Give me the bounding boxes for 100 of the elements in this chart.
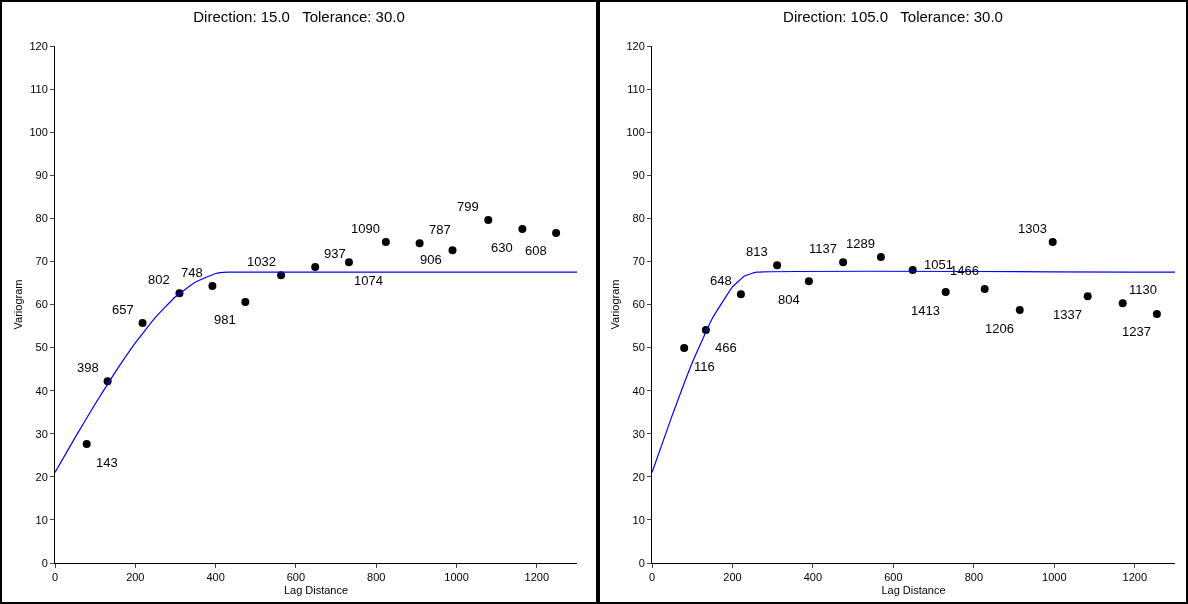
- x-tick-label: 0: [51, 571, 59, 584]
- y-tick-label: 90: [35, 169, 48, 182]
- y-tick-label: 0: [638, 556, 645, 569]
- annotation: 1206: [985, 321, 1014, 336]
- y-tick-label: 30: [632, 427, 645, 440]
- point: [552, 228, 561, 237]
- x-tick-label: 1200: [524, 571, 550, 584]
- annotation: 937: [324, 246, 346, 261]
- y-tick-label: 90: [632, 169, 645, 182]
- annotation: 608: [525, 243, 547, 258]
- point: [1015, 306, 1024, 315]
- point: [980, 284, 989, 293]
- x-axis-title: Lag Distance: [283, 584, 349, 597]
- annotation: 981: [214, 312, 236, 327]
- x-tick-label: 0: [648, 571, 656, 584]
- annotation: 657: [112, 302, 134, 317]
- annotation: 143: [96, 455, 118, 470]
- y-tick-label: 60: [632, 298, 645, 311]
- y-tick-label: 100: [29, 126, 48, 139]
- x-tick-label: 400: [803, 571, 823, 584]
- point: [1118, 299, 1127, 308]
- point: [839, 258, 848, 267]
- y-tick-label: 70: [35, 255, 48, 268]
- annotation: 466: [715, 340, 737, 355]
- annotation: 906: [420, 252, 442, 267]
- annotation: 1303: [1018, 221, 1047, 236]
- y-tick-label: 10: [35, 513, 48, 526]
- x-tick-label: 400: [206, 571, 225, 584]
- annotation: 748: [181, 265, 203, 280]
- y-tick-label: 40: [632, 384, 645, 397]
- chart-title: Direction: 15.0 Tolerance: 30.0: [193, 7, 405, 25]
- annotation: 1074: [354, 273, 383, 288]
- point: [804, 277, 813, 286]
- y-tick-label: 10: [632, 513, 645, 526]
- x-tick-label: 600: [884, 571, 903, 584]
- point: [876, 253, 885, 262]
- x-tick-label: 1000: [1042, 571, 1067, 584]
- annotation: 804: [778, 292, 800, 307]
- point: [82, 440, 91, 449]
- annotation: 1137: [809, 241, 837, 256]
- point: [680, 344, 689, 353]
- y-tick-label: 20: [35, 470, 48, 483]
- annotation: 648: [710, 273, 732, 288]
- y-tick-label: 70: [632, 255, 645, 268]
- x-tick-label: 1200: [1122, 571, 1148, 584]
- annotation: 1413: [911, 303, 940, 318]
- annotation: 1130: [1129, 282, 1157, 297]
- point: [1048, 238, 1057, 247]
- y-tick-label: 50: [35, 341, 48, 354]
- annotation: 813: [746, 244, 768, 259]
- x-tick-label: 600: [286, 571, 306, 584]
- y-tick-label: 80: [35, 212, 48, 225]
- point: [138, 319, 147, 328]
- annotation: 1237: [1122, 324, 1151, 339]
- y-tick-label: 100: [626, 126, 645, 139]
- y-tick-label: 110: [30, 82, 48, 95]
- annotation: 802: [148, 272, 170, 287]
- point: [208, 281, 217, 290]
- annotation: 1032: [247, 254, 276, 269]
- point: [773, 261, 782, 270]
- annotation: 787: [429, 222, 451, 237]
- annotation: 630: [491, 240, 513, 255]
- y-tick-label: 0: [41, 556, 48, 569]
- x-tick-label: 200: [126, 571, 145, 584]
- annotation: 1289: [846, 236, 875, 251]
- y-tick-label: 120: [29, 39, 48, 52]
- annotation: 799: [457, 199, 479, 214]
- x-axis-title: Lag Distance: [881, 584, 946, 597]
- y-tick-label: 30: [35, 427, 48, 440]
- x-tick-label: 800: [367, 571, 386, 584]
- chart-title: Direction: 105.0 Tolerance: 30.0: [783, 7, 1003, 25]
- point: [241, 297, 250, 306]
- y-axis-title: Variogram: [12, 279, 25, 330]
- annotation: 116: [694, 359, 715, 374]
- point: [484, 216, 493, 225]
- y-tick-label: 50: [632, 341, 645, 354]
- point: [311, 263, 320, 272]
- point: [344, 258, 353, 267]
- point: [736, 290, 745, 299]
- y-tick-label: 40: [35, 384, 48, 397]
- x-tick-label: 800: [964, 571, 984, 584]
- x-tick-label: 200: [723, 571, 742, 584]
- y-tick-label: 110: [627, 82, 645, 95]
- y-tick-label: 20: [632, 470, 645, 483]
- point: [1083, 292, 1092, 301]
- point: [941, 288, 950, 297]
- point: [1152, 309, 1161, 318]
- y-tick-label: 80: [632, 212, 645, 225]
- point: [381, 238, 390, 247]
- y-axis-title: Variogram: [609, 279, 622, 330]
- y-tick-label: 120: [626, 39, 645, 52]
- y-tick-label: 60: [35, 298, 48, 311]
- annotation: 1090: [351, 221, 380, 236]
- point: [415, 239, 424, 248]
- annotation: 1051: [924, 257, 953, 272]
- annotation: 398: [77, 360, 99, 375]
- annotation: 1337: [1053, 307, 1082, 322]
- point: [448, 246, 457, 255]
- point: [518, 225, 527, 234]
- x-tick-label: 1000: [444, 571, 469, 584]
